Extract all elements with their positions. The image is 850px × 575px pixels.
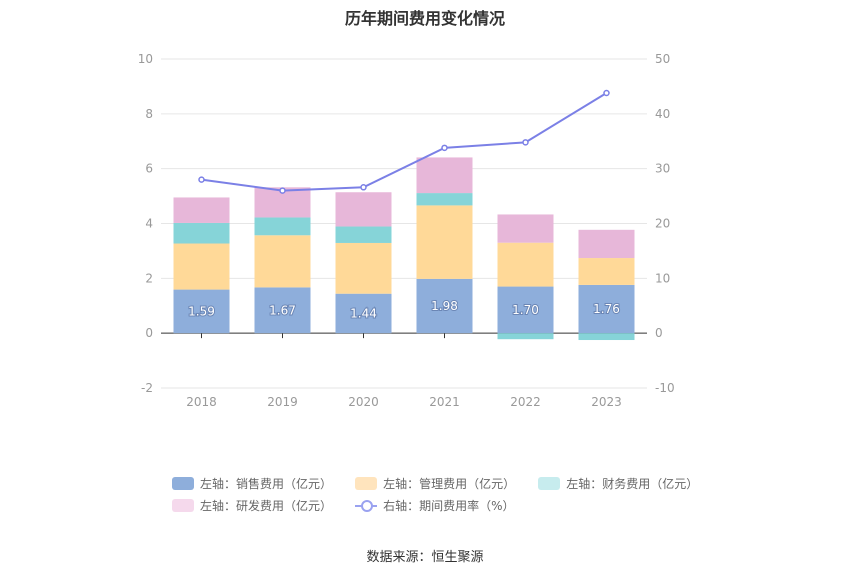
bar-segment-1 <box>335 242 392 294</box>
right-axis-tick-label: 0 <box>655 326 663 340</box>
legend-label-rd: 左轴：研发费用（亿元） <box>200 498 333 513</box>
bar-segment-1 <box>173 243 230 290</box>
legend-swatch-admin <box>355 476 378 490</box>
bar-segment-3 <box>578 229 635 259</box>
bar-segment-3 <box>335 192 392 227</box>
bar-segment-2 <box>416 193 473 206</box>
x-axis-tick-label: 2022 <box>510 395 541 409</box>
bar-segment-3 <box>497 214 554 243</box>
legend-label-finance: 左轴：财务费用（亿元） <box>566 476 699 491</box>
expense-ratio-point <box>279 187 286 194</box>
bar-segment-0 <box>416 278 473 334</box>
x-axis-tick-label: 2018 <box>186 395 217 409</box>
bar-segment-0 <box>578 284 635 334</box>
bar-segment-2 <box>173 222 230 244</box>
legend-item-finance[interactable]: 左轴：财务费用（亿元） <box>538 472 698 494</box>
right-axis-tick-label: 50 <box>655 52 670 66</box>
bar-value-label: 1.76 <box>593 302 620 316</box>
bar-segment-0 <box>173 289 230 334</box>
left-axis-tick-label: 2 <box>145 271 153 285</box>
legend-item-admin[interactable]: 左轴：管理费用（亿元） <box>355 472 515 494</box>
legend-label-expense-ratio: 右轴：期间费用率（%） <box>383 498 515 513</box>
left-axis-tick-label: 10 <box>138 52 153 66</box>
chart-title: 历年期间费用变化情况 <box>344 9 505 28</box>
bar-segment-2 <box>497 333 554 340</box>
bar-segment-1 <box>578 258 635 285</box>
bar-segment-2 <box>335 226 392 243</box>
expense-ratio-point <box>441 144 448 152</box>
legend-swatch-rd <box>172 498 194 512</box>
legend: 左轴：销售费用（亿元） 左轴：管理费用（亿元） 左轴：财务费用（亿元） 左轴：研… <box>172 472 732 516</box>
legend-item-rd[interactable]: 左轴：研发费用（亿元） <box>172 494 332 516</box>
expense-ratio-point <box>360 184 367 191</box>
left-axis-tick-label: 4 <box>145 217 153 231</box>
x-axis-tick-label: 2020 <box>348 395 379 409</box>
bar-segment-0 <box>335 293 392 334</box>
bar-value-label: 1.98 <box>431 299 458 313</box>
expense-ratio-point <box>198 176 205 183</box>
bar-value-label: 1.70 <box>512 303 539 317</box>
legend-item-expense-ratio[interactable]: 右轴：期间费用率（%） <box>355 494 515 516</box>
bar-value-label: 1.59 <box>188 304 215 318</box>
bar-value-label: 1.44 <box>350 306 377 320</box>
legend-label-admin: 左轴：管理费用（亿元） <box>383 476 516 491</box>
bar-segment-0 <box>497 286 554 334</box>
right-axis-tick-label: 40 <box>655 107 670 121</box>
left-axis-tick-label: -2 <box>141 381 153 395</box>
expense-ratio-point <box>603 89 610 97</box>
bar-segment-1 <box>497 242 554 287</box>
left-axis-tick-label: 0 <box>145 326 153 340</box>
expense-ratio-point <box>522 139 529 146</box>
expense-ratio-line <box>201 92 608 192</box>
bar-segment-1 <box>416 205 473 279</box>
bar-segment-0 <box>254 287 311 334</box>
x-axis-tick-label: 2021 <box>429 395 460 409</box>
right-axis-tick-label: 20 <box>655 217 670 231</box>
right-axis-tick-label: 10 <box>655 271 670 285</box>
bar-segment-2 <box>578 333 635 341</box>
left-axis-tick-label: 8 <box>145 107 153 121</box>
legend-swatch-finance <box>538 476 561 490</box>
left-axis-tick-label: 6 <box>145 162 153 176</box>
legend-line-icon <box>355 499 378 512</box>
legend-item-sales[interactable]: 左轴：销售费用（亿元） <box>172 472 332 494</box>
right-axis-tick-label: -10 <box>655 381 675 395</box>
chart-plot: -2 -10 0 0 2 10 4 20 6 30 8 40 10 50 2018 2019 2020 2021 2… <box>138 52 675 409</box>
bar-segment-3 <box>416 157 473 194</box>
bar-value-label: 1.67 <box>269 303 296 317</box>
legend-label-sales: 左轴：销售费用（亿元） <box>200 476 333 491</box>
x-axis-tick-label: 2019 <box>267 395 298 409</box>
bar-segment-1 <box>254 235 311 288</box>
legend-swatch-sales <box>172 476 194 490</box>
right-axis-tick-label: 30 <box>655 162 670 176</box>
x-axis-tick-label: 2023 <box>591 395 622 409</box>
data-source-note: 数据来源：恒生聚源 <box>366 550 484 565</box>
bar-segment-2 <box>254 217 311 236</box>
bar-segment-3 <box>173 197 230 223</box>
